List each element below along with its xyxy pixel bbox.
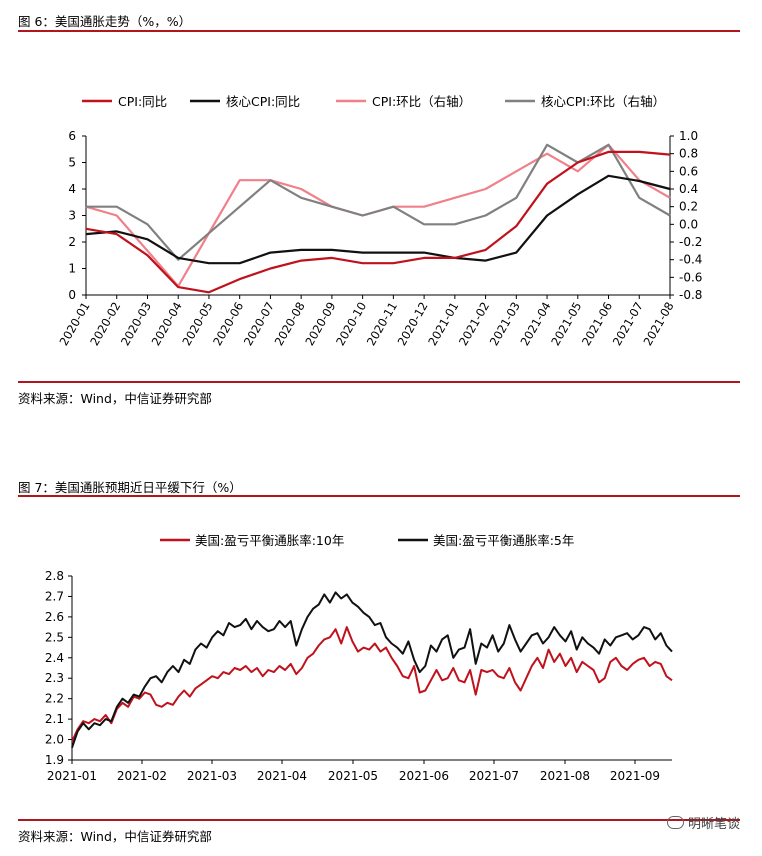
y-right-tick-label: 0.6 (679, 164, 698, 178)
x-tick-label: 2021-06 (399, 769, 449, 783)
series-line (85, 143, 671, 288)
y-left-tick-label: 2 (68, 235, 76, 249)
legend-item: 核心CPI:同比 (190, 94, 300, 109)
legend-item: CPI:同比 (82, 94, 167, 109)
y-tick-label: 2.4 (45, 651, 64, 665)
series-line (86, 143, 671, 261)
y-left-tick-label: 6 (68, 129, 76, 143)
legend-label: 美国:盈亏平衡通胀率:10年 (195, 533, 344, 548)
y-tick-label: 2.1 (45, 712, 64, 726)
y-tick-label: 2.6 (45, 610, 64, 624)
legend-item: CPI:环比（右轴） (336, 94, 471, 109)
y-left-tick-label: 3 (68, 209, 76, 223)
y-right-tick-label: 1.0 (679, 129, 698, 143)
breakeven-line-chart: 美国:盈亏平衡通胀率:10年 美国:盈亏平衡通胀率:5年 2.8 2.7 2.6 2.5 2… (45, 533, 673, 783)
figure7-top-rule (18, 495, 740, 497)
y-right-tick-label: -0.4 (679, 253, 702, 267)
y-left-tick-label: 5 (68, 156, 76, 170)
x-tick-label: 2021-01 (47, 769, 97, 783)
y-left-tick-label: 1 (68, 262, 76, 276)
x-tick-label: 2021-03 (187, 769, 237, 783)
legend-label: 核心CPI:同比 (226, 94, 300, 109)
y-tick-label: 2.8 (45, 569, 64, 583)
y-right-tick-label: -0.6 (679, 270, 702, 284)
watermark: 明晰笔谈 (666, 813, 740, 832)
legend-label: CPI:同比 (118, 94, 167, 109)
figure6-top-rule (18, 30, 740, 32)
y-tick-label: 2.7 (45, 589, 64, 603)
y-right-tick-label: 0.0 (679, 217, 698, 231)
y-right-tick-label: 0.4 (679, 182, 698, 196)
figure7-source: 资料来源：Wind，中信证券研究部 (18, 829, 212, 844)
y-tick-label: 2.5 (45, 630, 64, 644)
y-tick-label: 2.0 (45, 733, 64, 747)
figure7-bottom-rule (18, 819, 740, 821)
y-right-tick-label: -0.8 (679, 288, 702, 302)
figure6-bottom-rule (18, 381, 740, 383)
legend-item: 美国:盈亏平衡通胀率:5年 (398, 533, 574, 548)
wechat-icon (666, 816, 684, 829)
figure7-title: 图 7：美国通胀预期近日平缓下行（%） (18, 480, 242, 495)
y-left-tick-label: 4 (68, 182, 76, 196)
y-tick-label: 1.9 (45, 753, 64, 767)
y-right-tick-label: 0.2 (679, 200, 698, 214)
legend-label: CPI:环比（右轴） (372, 94, 471, 109)
y-left-tick-label: 0 (68, 288, 76, 302)
x-tick-label: 2021-04 (257, 769, 307, 783)
cpi-line-chart: CPI:同比 核心CPI:同比 CPI:环比（右轴） 核心CPI:环比（右轴） 6 5 4 3… (56, 94, 702, 349)
figure6-title: 图 6：美国通胀走势（%，%） (18, 14, 192, 29)
y-tick-label: 2.2 (45, 692, 64, 706)
legend-label: 美国:盈亏平衡通胀率:5年 (433, 533, 574, 548)
x-tick-label: 2021-08 (640, 300, 676, 349)
series-line (85, 174, 671, 265)
legend-label: 核心CPI:环比（右轴） (541, 94, 665, 109)
x-tick-label: 2021-07 (469, 769, 519, 783)
y-tick-label: 2.3 (45, 671, 64, 685)
x-tick-label: 2021-02 (117, 769, 167, 783)
x-tick-label: 2021-08 (540, 769, 590, 783)
series-line (71, 626, 673, 743)
series-line (71, 591, 673, 749)
x-tick-label: 2021-09 (610, 769, 660, 783)
y-right-tick-label: 0.8 (679, 147, 698, 161)
legend-item: 美国:盈亏平衡通胀率:10年 (160, 533, 344, 548)
y-right-tick-label: -0.2 (679, 235, 702, 249)
figure6-source: 资料来源：Wind，中信证券研究部 (18, 391, 212, 406)
x-tick-label: 2021-05 (328, 769, 378, 783)
legend-item: 核心CPI:环比（右轴） (505, 94, 665, 109)
series-line (85, 150, 671, 294)
watermark-text: 明晰笔谈 (687, 817, 740, 832)
